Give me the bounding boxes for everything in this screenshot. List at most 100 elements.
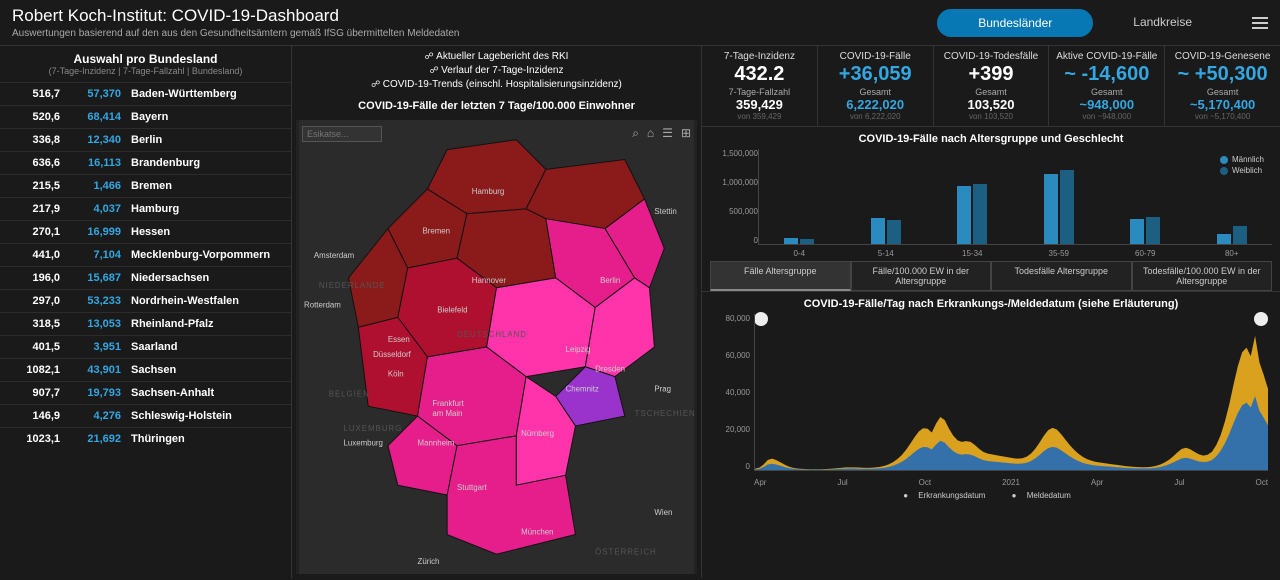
state-name: Sachsen bbox=[131, 364, 176, 376]
svg-text:NIEDERLANDE: NIEDERLANDE bbox=[319, 281, 386, 290]
age-group: 5-14 bbox=[852, 218, 921, 244]
kpi-sublabel: Gesamt bbox=[1171, 87, 1274, 97]
age-tab[interactable]: Fälle/100.000 EW in der Altersgruppe bbox=[851, 261, 992, 291]
kpi-subval: 6,222,020 bbox=[824, 97, 927, 112]
svg-text:Wien: Wien bbox=[654, 508, 672, 517]
bar-male bbox=[871, 218, 885, 244]
svg-text:Prag: Prag bbox=[654, 384, 671, 393]
kpi-main: ~ +50,300 bbox=[1171, 63, 1274, 86]
svg-text:DEUTSCHLAND: DEUTSCHLAND bbox=[457, 330, 527, 339]
state-incidence: 520,6 bbox=[8, 111, 60, 123]
state-cases: 7,104 bbox=[66, 249, 121, 261]
map-links: Aktueller Lagebericht des RKI Verlauf de… bbox=[292, 46, 701, 96]
state-name: Sachsen-Anhalt bbox=[131, 387, 214, 399]
state-row[interactable]: 1082,1 43,901 Sachsen bbox=[0, 358, 291, 381]
link-verlauf[interactable]: Verlauf der 7-Tage-Inzidenz bbox=[430, 65, 564, 76]
age-group-label: 60-79 bbox=[1111, 249, 1180, 258]
menu-icon[interactable] bbox=[1252, 14, 1268, 32]
state-cases: 13,053 bbox=[66, 318, 121, 330]
svg-text:Leipzig: Leipzig bbox=[566, 345, 591, 354]
state-name: Brandenburg bbox=[131, 157, 200, 169]
state-cases: 3,951 bbox=[66, 341, 121, 353]
age-tab[interactable]: Todesfälle Altersgruppe bbox=[991, 261, 1132, 291]
state-row[interactable]: 270,1 16,999 Hessen bbox=[0, 220, 291, 243]
bar-female bbox=[887, 220, 901, 244]
kpi-subval: 359,429 bbox=[708, 97, 811, 112]
map[interactable]: ⌕ ⌂ ☰ ⊞ Hamburg Bremen Hannover Bielefel… bbox=[296, 120, 697, 574]
germany-map[interactable]: Hamburg Bremen Hannover Bielefeld Essen … bbox=[296, 120, 697, 574]
map-title: COVID-19-Fälle der letzten 7 Tage/100.00… bbox=[292, 96, 701, 116]
kpi-main: 432.2 bbox=[708, 63, 811, 86]
state-row[interactable]: 196,0 15,687 Niedersachsen bbox=[0, 266, 291, 289]
grid-icon[interactable]: ⊞ bbox=[681, 126, 691, 141]
state-row[interactable]: 1023,1 21,692 Thüringen bbox=[0, 427, 291, 450]
tab-landkreise[interactable]: Landkreise bbox=[1093, 9, 1232, 37]
age-group: 80+ bbox=[1198, 226, 1267, 244]
age-tab[interactable]: Todesfälle/100.000 EW in der Altersgrupp… bbox=[1132, 261, 1273, 291]
age-tab[interactable]: Fälle Altersgruppe bbox=[710, 261, 851, 291]
state-cases: 1,466 bbox=[66, 180, 121, 192]
state-row[interactable]: 217,9 4,037 Hamburg bbox=[0, 197, 291, 220]
state-name: Thüringen bbox=[131, 433, 185, 445]
state-row[interactable]: 336,8 12,340 Berlin bbox=[0, 128, 291, 151]
state-incidence: 1023,1 bbox=[8, 433, 60, 445]
svg-text:Bielefeld: Bielefeld bbox=[437, 305, 467, 314]
state-row[interactable]: 146,9 4,276 Schleswig-Holstein bbox=[0, 404, 291, 427]
state-cases: 57,370 bbox=[66, 88, 121, 100]
bar-female bbox=[1146, 217, 1160, 244]
state-name: Schleswig-Holstein bbox=[131, 410, 232, 422]
state-name: Hamburg bbox=[131, 203, 179, 215]
legend-erk: Erkrankungsdatum bbox=[918, 491, 985, 500]
map-search-input[interactable] bbox=[302, 126, 382, 142]
svg-text:Zürich: Zürich bbox=[418, 557, 440, 566]
kpi-card: 7-Tage-Inzidenz 432.2 7-Tage-Fallzahl 35… bbox=[702, 46, 817, 126]
tab-bundeslaender[interactable]: Bundesländer bbox=[937, 9, 1093, 37]
home-icon[interactable]: ⌂ bbox=[647, 126, 654, 141]
kpi-main: +36,059 bbox=[824, 63, 927, 86]
kpi-card: COVID-19-Genesene ~ +50,300 Gesamt ~5,17… bbox=[1164, 46, 1280, 126]
link-lagebericht[interactable]: Aktueller Lagebericht des RKI bbox=[425, 51, 569, 62]
list-icon[interactable]: ☰ bbox=[662, 126, 673, 141]
state-cases: 19,793 bbox=[66, 387, 121, 399]
state-name: Nordrhein-Westfalen bbox=[131, 295, 239, 307]
state-row[interactable]: 636,6 16,113 Brandenburg bbox=[0, 151, 291, 174]
state-row[interactable]: 441,0 7,104 Mecklenburg-Vorpommern bbox=[0, 243, 291, 266]
state-name: Saarland bbox=[131, 341, 177, 353]
state-row[interactable]: 520,6 68,414 Bayern bbox=[0, 105, 291, 128]
bar-male bbox=[1217, 234, 1231, 244]
state-cases: 68,414 bbox=[66, 111, 121, 123]
link-trends[interactable]: COVID-19-Trends (einschl. Hospitalisieru… bbox=[371, 79, 622, 90]
age-group-label: 35-59 bbox=[1025, 249, 1094, 258]
sidebar-title: Auswahl pro Bundesland bbox=[4, 52, 287, 66]
kpi-foot: von 359,429 bbox=[708, 112, 811, 121]
state-cases: 16,999 bbox=[66, 226, 121, 238]
page-title: Robert Koch-Institut: COVID-19-Dashboard bbox=[12, 6, 937, 26]
age-panel: COVID-19-Fälle nach Altersgruppe und Ges… bbox=[702, 127, 1280, 292]
state-row[interactable]: 907,7 19,793 Sachsen-Anhalt bbox=[0, 381, 291, 404]
state-row[interactable]: 401,5 3,951 Saarland bbox=[0, 335, 291, 358]
state-incidence: 270,1 bbox=[8, 226, 60, 238]
svg-text:TSCHECHIEN: TSCHECHIEN bbox=[635, 409, 696, 418]
kpi-card: COVID-19-Fälle +36,059 Gesamt 6,222,020 … bbox=[817, 46, 933, 126]
kpi-sublabel: Gesamt bbox=[824, 87, 927, 97]
state-name: Bremen bbox=[131, 180, 172, 192]
state-incidence: 907,7 bbox=[8, 387, 60, 399]
kpi-main: ~ -14,600 bbox=[1055, 63, 1158, 86]
state-incidence: 215,5 bbox=[8, 180, 60, 192]
state-row[interactable]: 318,5 13,053 Rheinland-Pfalz bbox=[0, 312, 291, 335]
state-row[interactable]: 516,7 57,370 Baden-Württemberg bbox=[0, 82, 291, 105]
state-row[interactable]: 215,5 1,466 Bremen bbox=[0, 174, 291, 197]
state-incidence: 1082,1 bbox=[8, 364, 60, 376]
bar-male bbox=[1130, 219, 1144, 244]
kpi-subval: ~948,000 bbox=[1055, 97, 1158, 112]
state-incidence: 217,9 bbox=[8, 203, 60, 215]
age-group: 0-4 bbox=[765, 238, 834, 244]
state-row[interactable]: 297,0 53,233 Nordrhein-Westfalen bbox=[0, 289, 291, 312]
svg-text:Düsseldorf: Düsseldorf bbox=[373, 350, 411, 359]
search-icon[interactable]: ⌕ bbox=[632, 126, 639, 141]
time-x-axis: AprJulOct2021AprJulOct bbox=[754, 478, 1268, 487]
kpi-sublabel: Gesamt bbox=[940, 87, 1043, 97]
state-list: 516,7 57,370 Baden-Württemberg520,6 68,4… bbox=[0, 82, 291, 450]
state-incidence: 441,0 bbox=[8, 249, 60, 261]
map-panel: Aktueller Lagebericht des RKI Verlauf de… bbox=[292, 46, 702, 578]
